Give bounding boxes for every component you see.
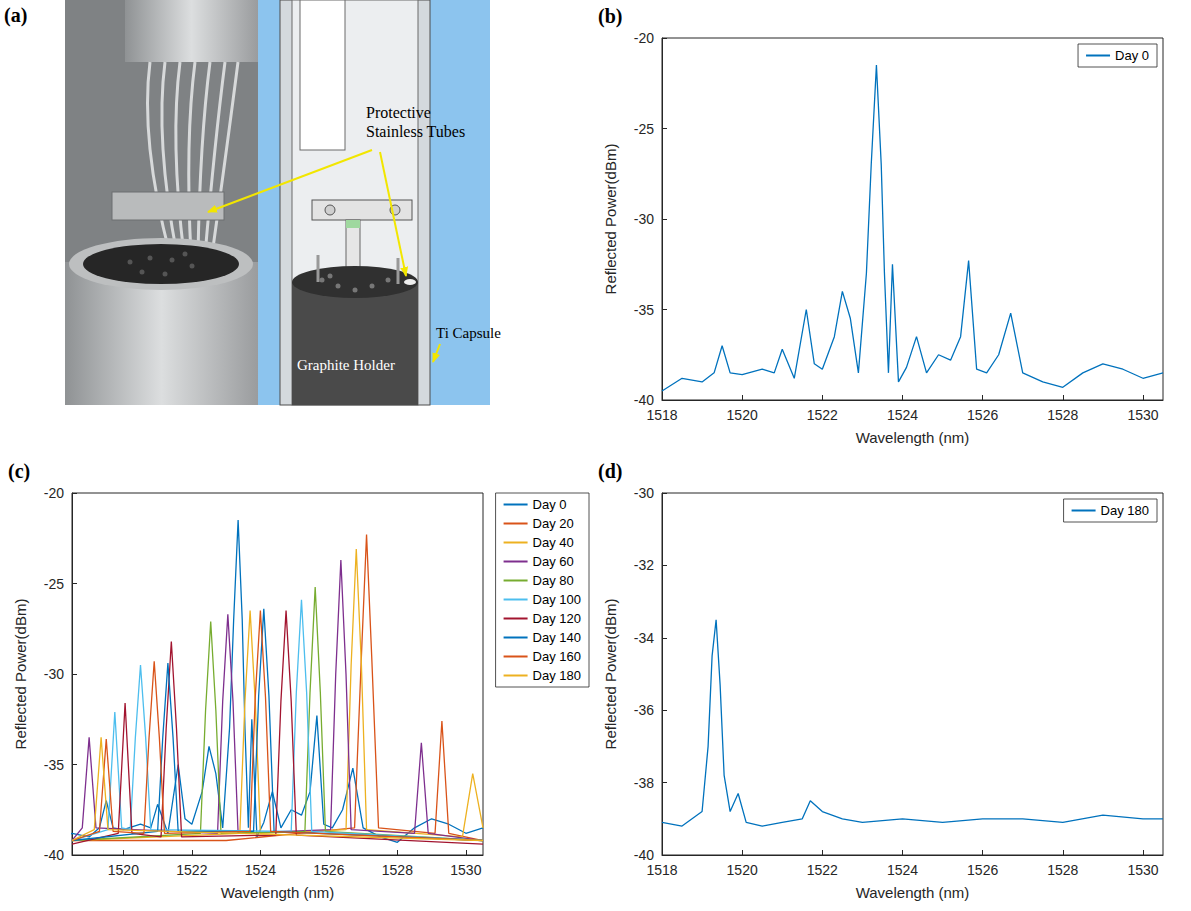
svg-text:Day 40: Day 40 — [533, 535, 574, 550]
svg-text:Day 20: Day 20 — [533, 516, 574, 531]
svg-text:Wavelength (nm): Wavelength (nm) — [221, 884, 335, 901]
svg-text:Day 120: Day 120 — [533, 611, 581, 626]
svg-text:1530: 1530 — [1127, 862, 1158, 878]
svg-text:(a): (a) — [4, 4, 27, 27]
svg-text:1518: 1518 — [646, 862, 677, 878]
svg-text:Reflected Power(dBm): Reflected Power(dBm) — [602, 144, 619, 295]
svg-text:1522: 1522 — [176, 862, 207, 878]
svg-text:-32: -32 — [634, 557, 654, 573]
svg-text:-30: -30 — [634, 211, 654, 227]
svg-text:-38: -38 — [634, 775, 654, 791]
svg-text:-34: -34 — [634, 630, 654, 646]
svg-text:1518: 1518 — [646, 407, 677, 423]
svg-text:1526: 1526 — [313, 862, 344, 878]
svg-text:Day 180: Day 180 — [1101, 503, 1149, 518]
svg-text:-35: -35 — [634, 302, 654, 318]
svg-text:(b): (b) — [598, 5, 622, 28]
svg-text:1522: 1522 — [807, 862, 838, 878]
svg-text:Day 60: Day 60 — [533, 554, 574, 569]
svg-text:1522: 1522 — [807, 407, 838, 423]
svg-text:Graphite Holder: Graphite Holder — [297, 357, 395, 373]
svg-text:-40: -40 — [634, 847, 654, 863]
svg-text:1520: 1520 — [727, 407, 758, 423]
svg-text:-36: -36 — [634, 702, 654, 718]
svg-text:Day 100: Day 100 — [533, 592, 581, 607]
svg-text:-40: -40 — [44, 847, 64, 863]
svg-text:-35: -35 — [44, 757, 64, 773]
svg-text:1520: 1520 — [108, 862, 139, 878]
svg-text:-25: -25 — [634, 121, 654, 137]
svg-text:1530: 1530 — [1127, 407, 1158, 423]
svg-text:-40: -40 — [634, 392, 654, 408]
svg-text:Day 140: Day 140 — [533, 630, 581, 645]
svg-text:1528: 1528 — [382, 862, 413, 878]
svg-text:1526: 1526 — [967, 862, 998, 878]
svg-text:Day 0: Day 0 — [533, 497, 567, 512]
svg-text:Day 0: Day 0 — [1115, 48, 1149, 63]
svg-text:(c): (c) — [8, 460, 30, 483]
svg-text:-25: -25 — [44, 576, 64, 592]
svg-text:1528: 1528 — [1047, 862, 1078, 878]
svg-text:Wavelength (nm): Wavelength (nm) — [856, 884, 970, 901]
svg-text:1526: 1526 — [967, 407, 998, 423]
svg-text:Day 160: Day 160 — [533, 649, 581, 664]
svg-text:Reflected Power(dBm): Reflected Power(dBm) — [12, 599, 29, 750]
svg-text:ProtectiveStainless Tubes: ProtectiveStainless Tubes — [366, 104, 465, 140]
svg-text:1524: 1524 — [245, 862, 276, 878]
svg-text:Day 80: Day 80 — [533, 573, 574, 588]
svg-text:-30: -30 — [634, 485, 654, 501]
svg-text:Day 180: Day 180 — [533, 668, 581, 683]
svg-text:-20: -20 — [44, 485, 64, 501]
svg-text:(d): (d) — [598, 460, 622, 483]
svg-text:Reflected Power(dBm): Reflected Power(dBm) — [602, 599, 619, 750]
svg-text:1520: 1520 — [727, 862, 758, 878]
svg-text:1524: 1524 — [887, 407, 918, 423]
svg-text:-20: -20 — [634, 30, 654, 46]
svg-text:-30: -30 — [44, 666, 64, 682]
svg-text:1530: 1530 — [450, 862, 481, 878]
svg-text:Wavelength (nm): Wavelength (nm) — [856, 429, 970, 446]
svg-text:1524: 1524 — [887, 862, 918, 878]
svg-text:Ti Capsule: Ti Capsule — [436, 325, 501, 341]
svg-text:1528: 1528 — [1047, 407, 1078, 423]
